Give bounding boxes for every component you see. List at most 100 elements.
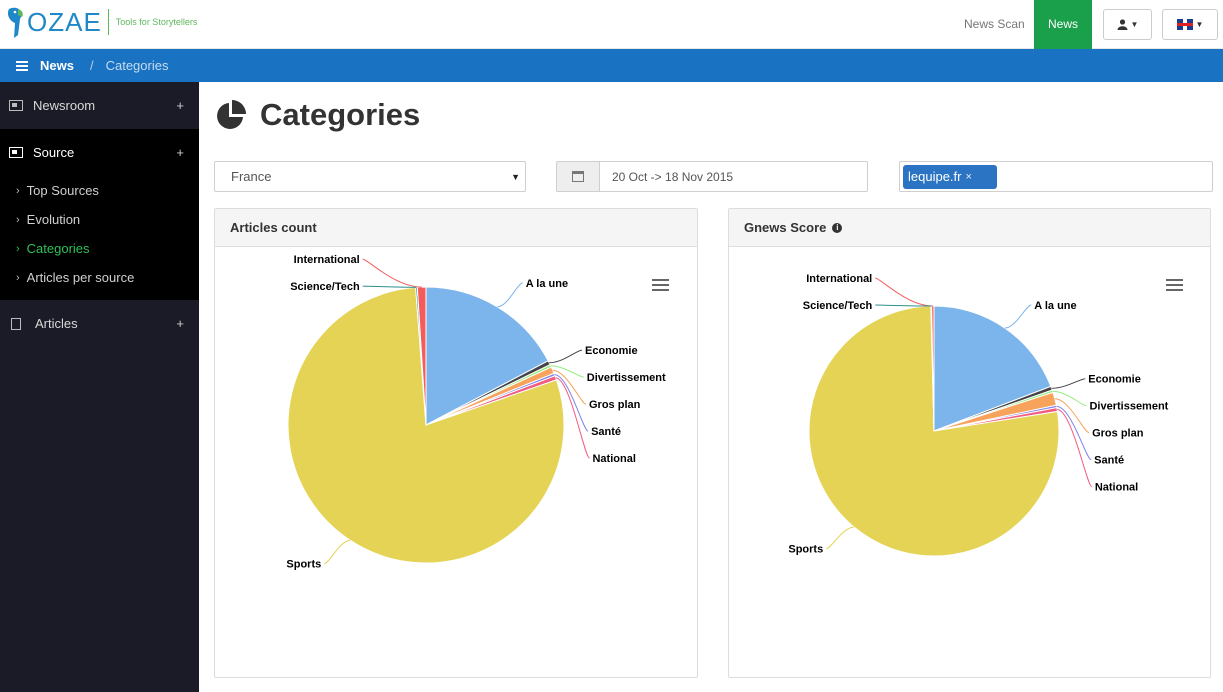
sidebar-item-articles-per-source[interactable]: › Articles per source xyxy=(0,263,199,292)
pie-label-a-la-une: A la une xyxy=(526,278,568,290)
sidebar-group-label: Articles xyxy=(35,316,78,331)
sidebar-item-top-sources[interactable]: › Top Sources xyxy=(0,176,199,205)
label-connector-economie xyxy=(549,349,583,364)
newspaper-icon xyxy=(9,100,23,111)
pie-label-sports: Sports xyxy=(286,559,321,571)
source-tag-input[interactable]: lequipe.fr × xyxy=(899,161,1213,192)
source-tag-label: lequipe.fr xyxy=(908,169,962,184)
chevron-right-icon: › xyxy=(16,242,20,255)
pie-label-sant: Santé xyxy=(1094,455,1124,467)
uk-flag-icon xyxy=(1176,19,1193,30)
brand-tagline: Tools for Storytellers xyxy=(115,17,198,27)
sidebar-item-label: Evolution xyxy=(26,212,81,227)
chevron-right-icon: › xyxy=(16,184,20,197)
pie-label-national: National xyxy=(592,453,635,465)
newspaper-icon xyxy=(9,147,23,158)
pie-label-divertissement: Divertissement xyxy=(587,372,666,384)
label-connector-international xyxy=(875,277,933,307)
filter-bar: France ▼ 20 Oct -> 18 Nov 2015 lequipe.f… xyxy=(214,161,1213,192)
label-connector-gros-plan xyxy=(1054,398,1090,434)
articles-count-chart: A la une Economie Divertissement Gros plan S… xyxy=(286,254,666,571)
pie-label-international: International xyxy=(294,254,360,266)
logo-divider xyxy=(107,9,109,35)
main-content: Categories France ▼ 20 Oct -> 18 Nov 201… xyxy=(199,82,1223,692)
expand-icon[interactable]: + xyxy=(176,98,184,113)
caret-down-icon: ▼ xyxy=(511,172,520,182)
sidebar-group-label: Source xyxy=(33,145,75,160)
country-select-value: France xyxy=(231,169,272,184)
page-title: Categories xyxy=(260,97,421,132)
chart-menu-icon[interactable] xyxy=(1166,279,1183,292)
pie-label-gros-plan: Gros plan xyxy=(589,399,641,411)
info-icon[interactable]: i xyxy=(832,222,843,233)
sidebar-group-source[interactable]: Source + xyxy=(0,129,199,176)
articles-count-panel: Articles count A la une Economie Divertiss… xyxy=(214,208,698,678)
nav-news[interactable]: News xyxy=(1034,0,1092,49)
pie-slice-a-la-une[interactable] xyxy=(933,305,1052,432)
expand-icon[interactable]: + xyxy=(176,145,184,160)
label-connector-economie xyxy=(1051,378,1086,389)
pie-label-economie: Economie xyxy=(1088,374,1141,386)
breadcrumb-separator: / xyxy=(89,58,94,73)
label-connector-science-tech xyxy=(875,304,932,307)
nav-news-scan[interactable]: News Scan xyxy=(964,17,1025,31)
date-addon[interactable] xyxy=(557,162,600,191)
label-connector-national xyxy=(1056,409,1093,488)
pie-label-a-la-une: A la une xyxy=(1034,300,1076,312)
sidebar-item-label: Top Sources xyxy=(26,183,99,198)
sidebar-section-source: Source + › Top Sources › Evolution › Cat… xyxy=(0,129,199,300)
pie-label-gros-plan: Gros plan xyxy=(1092,428,1144,440)
logo[interactable]: OZAE Tools for Storytellers xyxy=(5,4,197,40)
label-connector-divertissement xyxy=(1052,390,1087,407)
panel-title-row: Gnews Score i xyxy=(729,209,1210,247)
label-connector-science-tech xyxy=(362,285,417,288)
user-icon xyxy=(1117,19,1128,30)
sidebar-item-label: Articles per source xyxy=(26,270,135,285)
breadcrumb: News / Categories xyxy=(0,49,1223,82)
gnews-score-panel: Gnews Score i A la une Economie Divertisse… xyxy=(728,208,1211,678)
sidebar-group-newsroom[interactable]: Newsroom + xyxy=(0,82,199,129)
date-range-picker[interactable]: 20 Oct -> 18 Nov 2015 xyxy=(556,161,868,192)
date-range-field[interactable]: 20 Oct -> 18 Nov 2015 xyxy=(612,169,734,184)
pie-label-sports: Sports xyxy=(788,544,823,556)
sidebar-item-label: Categories xyxy=(26,241,90,256)
pie-label-economie: Economie xyxy=(585,345,638,357)
label-connector-sant xyxy=(554,374,589,432)
hamburger-menu-icon[interactable] xyxy=(16,60,28,71)
caret-down-icon: ▼ xyxy=(1130,20,1139,29)
panel-title: Articles count xyxy=(215,209,697,247)
pie-slice-sports[interactable] xyxy=(287,286,565,564)
breadcrumb-news[interactable]: News xyxy=(40,58,74,73)
chevron-right-icon: › xyxy=(16,213,20,226)
pie-label-science-tech: Science/Tech xyxy=(290,281,360,293)
pie-label-sant: Santé xyxy=(591,426,621,438)
sidebar-group-label: Newsroom xyxy=(33,98,96,113)
document-icon xyxy=(11,317,21,330)
page-header: Categories xyxy=(215,97,421,132)
label-connector-international xyxy=(362,258,422,288)
pie-label-science-tech: Science/Tech xyxy=(803,300,873,312)
pie-label-international: International xyxy=(806,273,872,285)
pie-slice-sports[interactable] xyxy=(808,305,1060,557)
chart-menu-icon[interactable] xyxy=(652,279,669,292)
source-tag: lequipe.fr × xyxy=(903,164,997,189)
caret-down-icon: ▼ xyxy=(1195,20,1204,29)
country-select[interactable]: France ▼ xyxy=(214,161,526,192)
label-connector-sports xyxy=(826,526,855,550)
expand-icon[interactable]: + xyxy=(176,316,184,331)
user-menu-button[interactable]: ▼ xyxy=(1103,9,1152,40)
panel-title: Gnews Score xyxy=(744,220,827,235)
top-navbar: OZAE Tools for Storytellers News Scan Ne… xyxy=(0,0,1223,49)
sidebar-group-articles[interactable]: Articles + xyxy=(0,300,199,347)
gnews-score-chart: A la une Economie Divertissement Gros plan S… xyxy=(788,273,1169,557)
pie-label-national: National xyxy=(1095,482,1138,494)
breadcrumb-current: Categories xyxy=(105,58,169,73)
sidebar-item-categories[interactable]: › Categories xyxy=(0,234,199,263)
label-connector-national xyxy=(555,377,590,459)
remove-tag-icon[interactable]: × xyxy=(965,170,972,183)
source-submenu: › Top Sources › Evolution › Categories ›… xyxy=(0,176,199,300)
label-connector-sant xyxy=(1056,405,1092,461)
language-menu-button[interactable]: ▼ xyxy=(1162,9,1218,40)
sidebar-item-evolution[interactable]: › Evolution xyxy=(0,205,199,234)
label-connector-sports xyxy=(324,539,351,565)
